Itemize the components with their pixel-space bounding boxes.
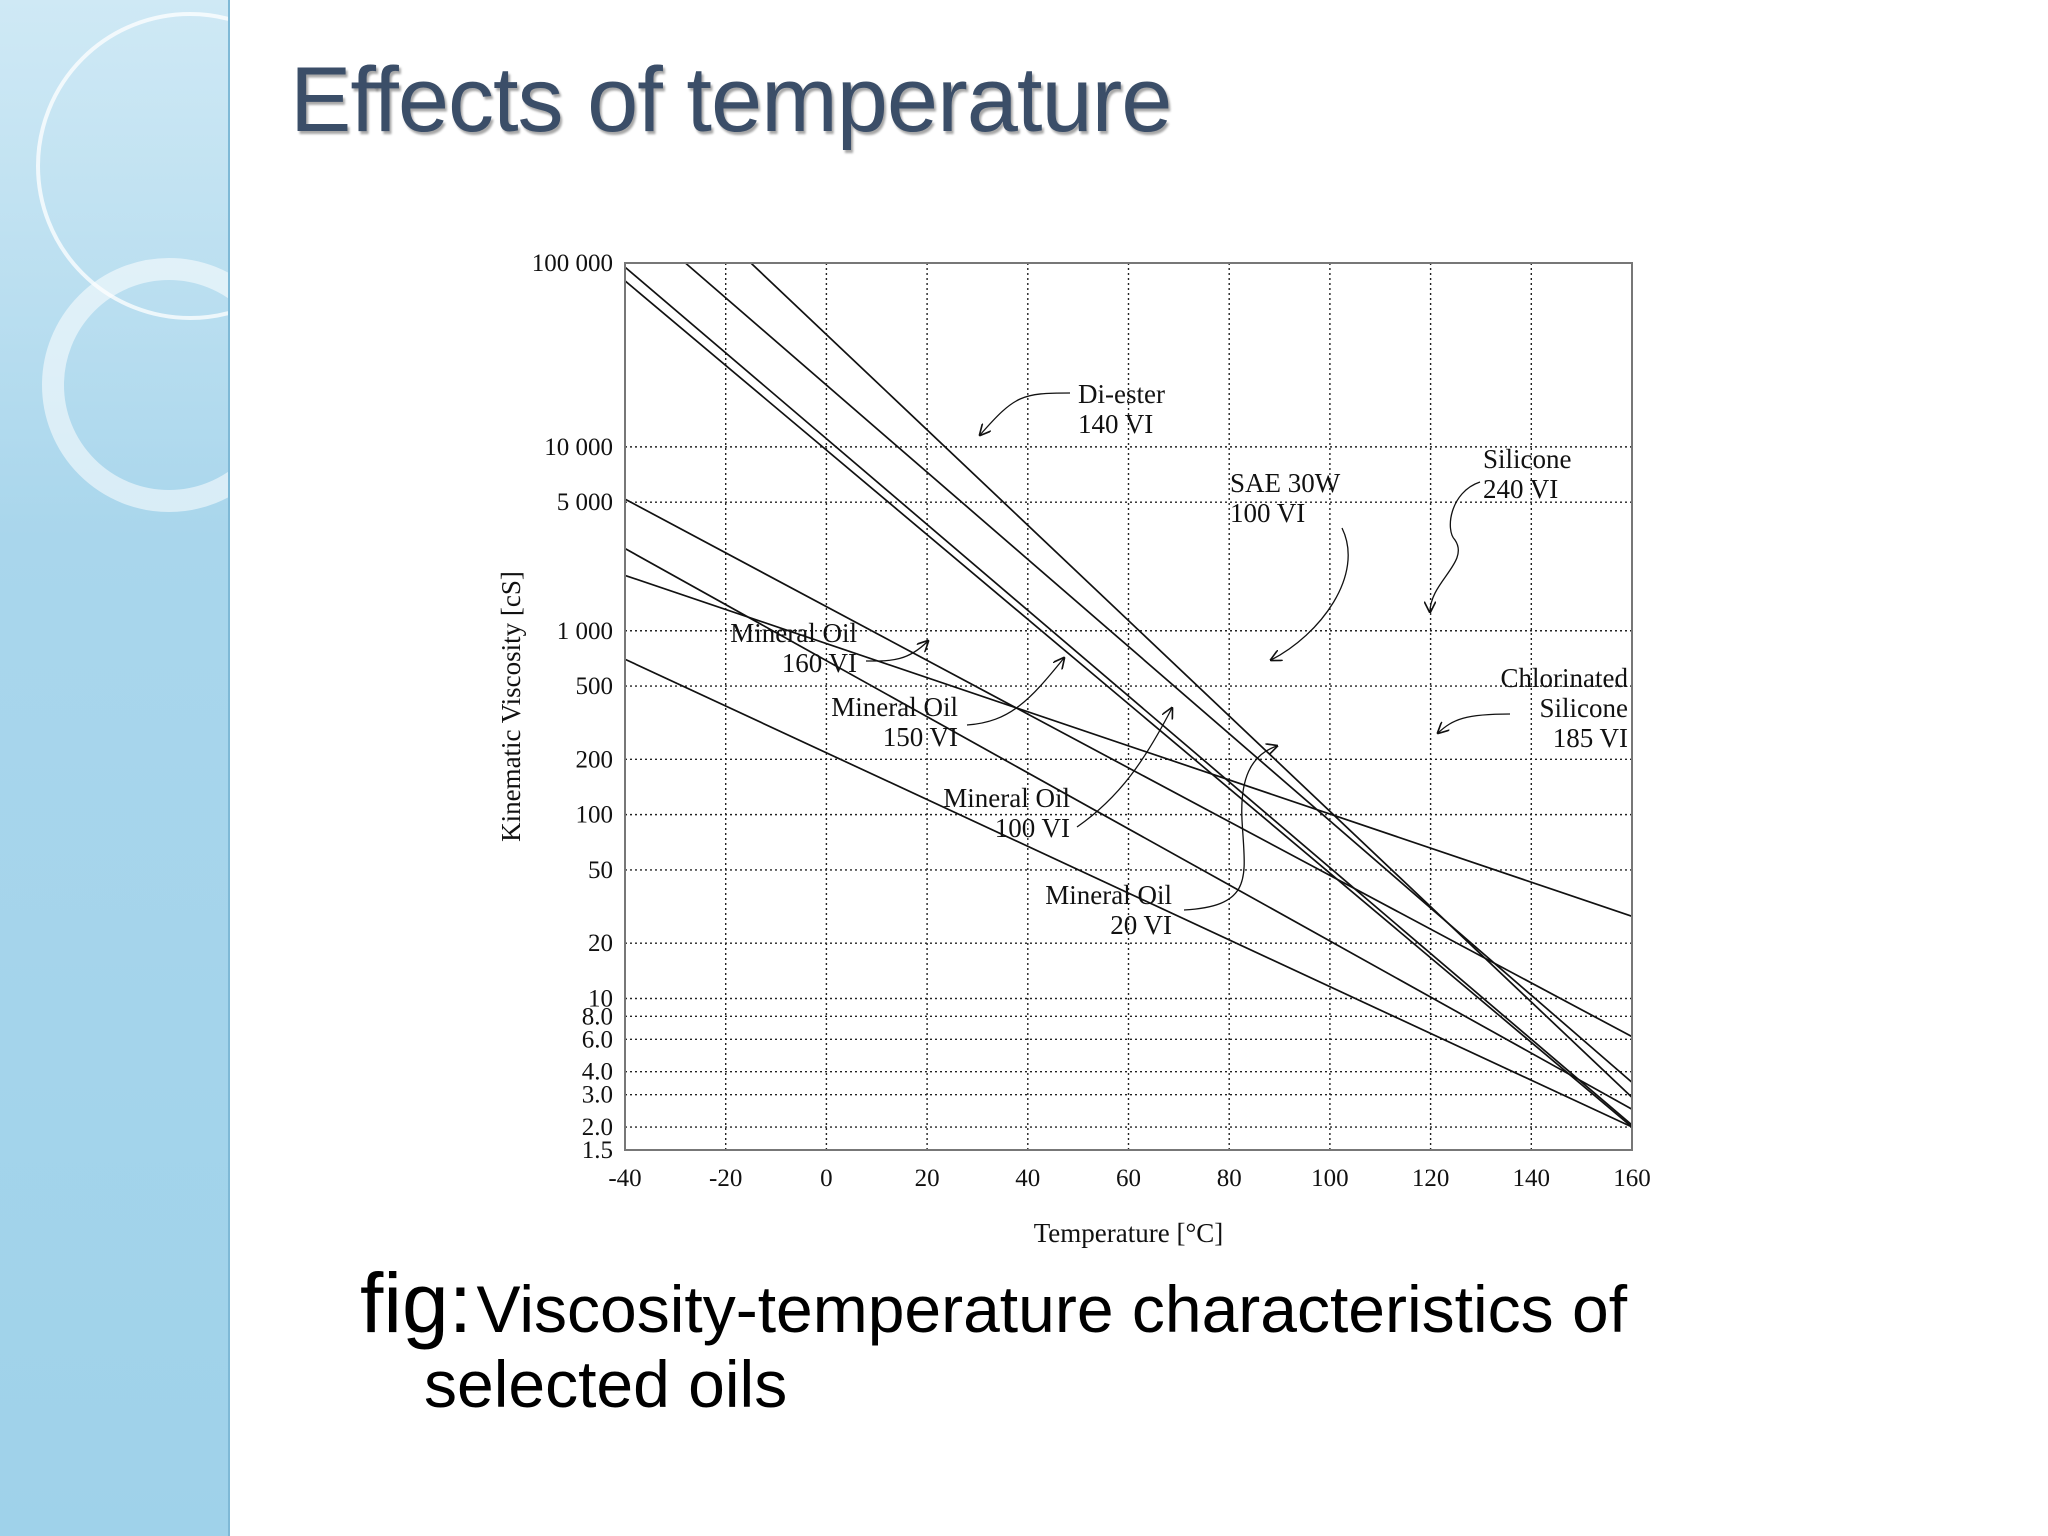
y-tick-label: 6.0 — [582, 1026, 613, 1053]
x-tick-label: 100 — [1311, 1165, 1349, 1192]
x-axis-title: Temperature [°C] — [1034, 1218, 1224, 1248]
annotation-label-di-ester: Di-ester — [1078, 379, 1165, 409]
y-tick-label: 100 000 — [532, 250, 613, 277]
y-tick-label: 500 — [576, 673, 614, 700]
annotation-label-mo160: Mineral Oil — [730, 618, 857, 648]
figure-caption: fig: Viscosity-temperature characteristi… — [360, 1255, 1760, 1422]
caption-line-2: selected oils — [424, 1347, 788, 1421]
annotation-label-chlorinated: 185 VI — [1553, 723, 1628, 753]
series-line — [684, 262, 1633, 1083]
slide-title: Effects of temperature — [290, 49, 1172, 151]
y-tick-label: 4.0 — [582, 1059, 613, 1086]
annotation-label-chlorinated: Chlorinated — [1501, 663, 1629, 693]
x-tick-label: -20 — [709, 1165, 742, 1192]
annotation-label-mo160: 160 VI — [782, 648, 857, 678]
decorative-ring-small — [42, 258, 228, 512]
slide-side-panel — [0, 0, 230, 1536]
series-line — [624, 280, 1633, 1128]
x-tick-label: -40 — [608, 1165, 641, 1192]
y-tick-label: 200 — [576, 746, 614, 773]
annotation-label-mo100: 100 VI — [995, 813, 1070, 843]
annotation-label-di-ester: 140 VI — [1078, 409, 1153, 439]
y-tick-label: 50 — [588, 857, 613, 884]
x-tick-label: 80 — [1217, 1165, 1242, 1192]
annotation-label-mo150: Mineral Oil — [831, 692, 958, 722]
series-line — [624, 574, 1633, 918]
x-tick-label: 60 — [1116, 1165, 1141, 1192]
series-line — [624, 658, 1633, 1128]
chart-svg: -40 -20 0 20 40 60 80 100 120 140 160 100 000 10 000… — [496, 250, 1651, 1248]
y-tick-label: 2.0 — [582, 1114, 613, 1141]
x-tick-label: 40 — [1015, 1165, 1040, 1192]
y-axis-title: Kinematic Viscosity [cS] — [496, 571, 526, 842]
annotation-label-mo20: 20 VI — [1110, 910, 1172, 940]
x-tick-label: 120 — [1412, 1165, 1450, 1192]
y-tick-label: 100 — [576, 802, 614, 829]
caption-prefix: fig: — [360, 1256, 473, 1350]
viscosity-chart: -40 -20 0 20 40 60 80 100 120 140 160 100 000 10 000… — [470, 230, 1680, 1260]
annotation-leader-arrow — [966, 658, 1064, 726]
plot-frame — [624, 262, 1633, 1151]
annotation-label-mo150: 150 VI — [883, 722, 958, 752]
annotation-leader-arrow — [865, 641, 928, 662]
annotation-label-chlorinated: Silicone — [1540, 693, 1629, 723]
x-tick-label: 160 — [1613, 1165, 1651, 1192]
annotation-label-sae30w: SAE 30W — [1230, 468, 1341, 498]
annotation-leader-arrow — [1183, 746, 1277, 911]
x-tick-label: 0 — [820, 1165, 833, 1192]
y-tick-label: 1 000 — [557, 618, 613, 645]
annotation-leader-arrow — [1438, 713, 1511, 733]
annotation-label-mo100: Mineral Oil — [943, 783, 1070, 813]
y-tick-label: 1.5 — [582, 1137, 613, 1164]
annotation-label-mo20: Mineral Oil — [1045, 880, 1172, 910]
y-tick-label: 10 — [588, 986, 613, 1013]
annotation-leader-arrow — [980, 392, 1071, 435]
x-tick-label: 20 — [915, 1165, 940, 1192]
series-line — [624, 547, 1633, 1110]
annotation-leader-arrow — [1430, 481, 1481, 612]
y-tick-label: 5 000 — [557, 489, 613, 516]
y-tick-label: 10 000 — [544, 434, 613, 461]
y-tick-label: 8.0 — [582, 1003, 613, 1030]
x-tick-label: 140 — [1513, 1165, 1551, 1192]
annotation-label-silicone: Silicone — [1483, 444, 1572, 474]
y-tick-label: 3.0 — [582, 1082, 613, 1109]
caption-line-1: Viscosity-temperature characteristics of — [476, 1272, 1628, 1346]
y-tick-label: 20 — [588, 930, 613, 957]
series-line — [624, 266, 1633, 1126]
annotation-leader-arrow — [1271, 527, 1349, 660]
annotation-label-silicone: 240 VI — [1483, 474, 1558, 504]
annotation-leader-arrow — [1076, 708, 1172, 828]
series-line — [624, 498, 1633, 1038]
annotation-label-sae30w: 100 VI — [1230, 498, 1305, 528]
